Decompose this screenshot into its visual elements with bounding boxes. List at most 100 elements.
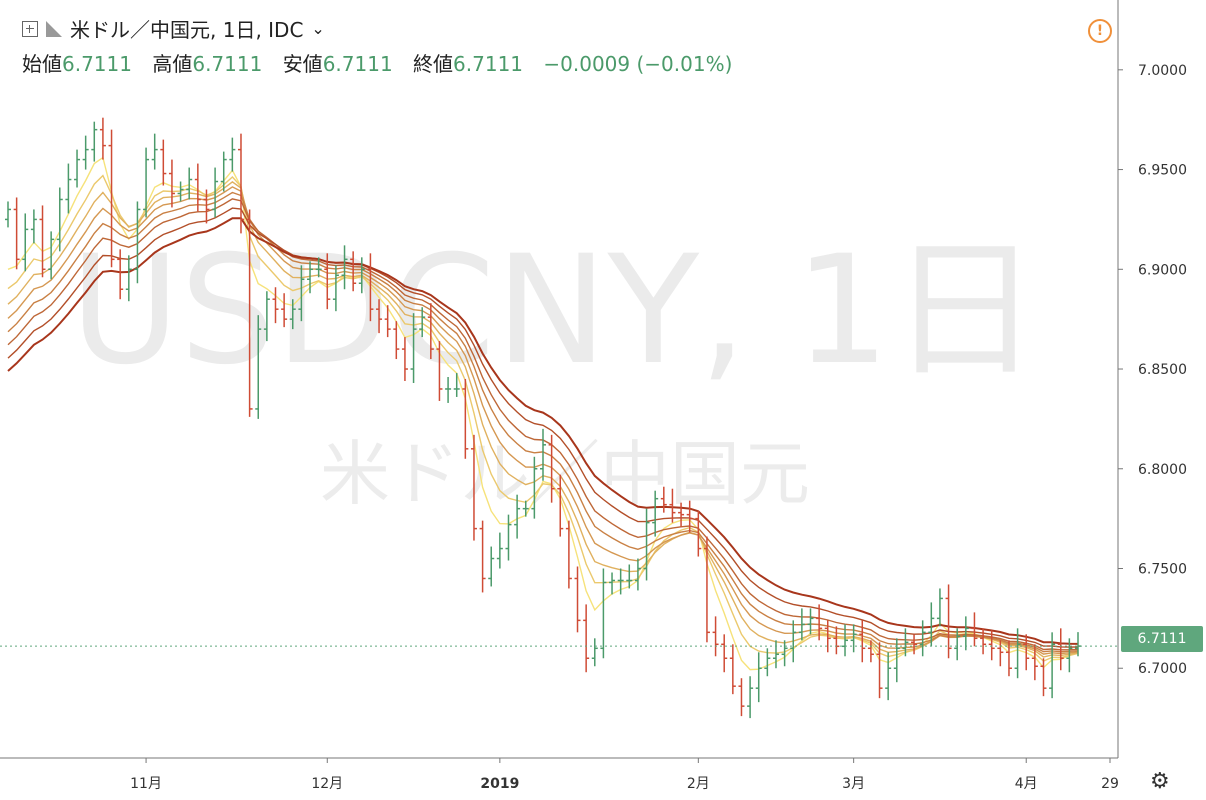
x-tick-label: 2019 — [480, 776, 519, 792]
ohlc-bar — [22, 213, 29, 272]
ohlc-bar — [134, 201, 141, 284]
open-label: 始値 — [22, 52, 62, 76]
gear-icon[interactable]: ⚙ — [1150, 769, 1170, 794]
ohlc-bar — [212, 167, 219, 218]
ohlc-bar — [669, 488, 676, 523]
ohlc-bar — [358, 257, 365, 294]
ohlc-bar — [747, 676, 754, 719]
plus-box-icon[interactable] — [22, 20, 38, 37]
ohlc-bar — [479, 520, 486, 593]
ohlc-bar — [393, 321, 400, 360]
y-tick-label: 6.8000 — [1138, 462, 1187, 478]
chevron-down-icon[interactable]: ⌄ — [311, 19, 325, 38]
ohlc-bar — [445, 377, 452, 403]
low-label: 安値 — [282, 52, 323, 76]
ohlc-bar — [540, 428, 546, 481]
symbol-title[interactable]: 米ドル／中国元, 1日, IDC — [70, 18, 304, 42]
ohlc-bar — [1014, 628, 1021, 679]
ohlc-bar — [401, 337, 408, 381]
ohlc-bar — [738, 678, 745, 717]
x-tick-label: 2月 — [687, 776, 710, 792]
ohlc-bar — [255, 315, 262, 419]
ohlc-bar — [772, 640, 779, 669]
ema-line — [7, 156, 1079, 671]
ohlc-bar — [272, 287, 279, 324]
ohlc-bar — [626, 564, 633, 589]
ohlc-bar — [583, 604, 590, 673]
ohlc-bar — [427, 303, 434, 360]
ohlc-bar — [436, 341, 443, 401]
ohlc-bar — [229, 137, 236, 172]
ohlc-bar — [419, 307, 426, 338]
y-tick-label: 7.0000 — [1138, 63, 1187, 79]
watermark-sub: 米ドル／中国元 — [320, 433, 810, 515]
ohlc-bar — [91, 121, 98, 162]
ohlc-bar — [660, 486, 667, 513]
ohlc-bar — [729, 644, 736, 695]
ohlc-bar — [48, 231, 55, 280]
open-value: 6.7111 — [62, 52, 132, 76]
ohlc-bar — [807, 608, 814, 635]
ohlc-bar — [824, 620, 831, 653]
ohlc-bar — [263, 291, 270, 342]
ohlc-bar — [902, 628, 909, 657]
x-tick-label: 3月 — [842, 776, 865, 792]
y-tick-label: 6.7000 — [1138, 661, 1187, 677]
ohlc-bar — [703, 536, 710, 643]
ohlc-bar — [643, 508, 650, 581]
ohlc-bar — [168, 159, 175, 208]
ohlc-bar — [876, 642, 883, 699]
ohlc-bar — [117, 249, 124, 300]
ohlc-bar — [686, 500, 693, 533]
ohlc-bar — [125, 255, 132, 302]
last-price-tag: 6.7111 — [1121, 626, 1203, 652]
exclamation-circle-icon[interactable]: ! — [1088, 19, 1112, 43]
ohlc-bar — [919, 620, 926, 657]
ohlc-bar — [764, 648, 771, 677]
ohlc-bar — [462, 379, 469, 459]
ohlc-bar — [928, 602, 935, 647]
y-tick-label: 6.7500 — [1138, 562, 1187, 578]
x-tick-label: 11月 — [130, 776, 162, 792]
ohlc-bar — [143, 147, 150, 218]
ohlc-bar — [867, 640, 874, 663]
ohlc-bar — [39, 205, 46, 278]
chart-header: 米ドル／中国元, 1日, IDC ⌄ — [22, 14, 325, 43]
symbol-triangle-icon — [46, 20, 62, 37]
axes: 7.0000 6.9500 6.9000 6.8500 6.8000 6.7500 6.70… — [0, 0, 1187, 792]
ohlc-bar — [367, 253, 374, 322]
ema-line — [7, 217, 1079, 645]
ohlc-bar — [237, 133, 244, 234]
y-tick-label: 6.9000 — [1138, 262, 1187, 278]
ohlc-bar — [1066, 638, 1073, 673]
ohlc-bar — [557, 474, 564, 537]
ohlc-legend: 始値6.7111 高値6.7111 安値6.7111 終値6.7111 −0.0… — [22, 48, 732, 77]
watermark-main: USDCNY, 1日 — [70, 224, 1040, 398]
ohlc-bar — [850, 624, 857, 653]
ohlc-bar — [108, 129, 115, 268]
ohlc-bar — [177, 181, 184, 202]
ohlc-bar — [1005, 640, 1012, 677]
ohlc-bar — [315, 257, 322, 278]
ohlc-bar — [453, 373, 460, 397]
ohlc-bar — [496, 532, 503, 569]
ohlc-bar — [574, 566, 581, 633]
ohlc-bar — [678, 502, 685, 527]
ohlc-bar — [980, 628, 987, 655]
ohlc-bar — [617, 568, 624, 595]
y-tick-label: 6.9500 — [1138, 163, 1187, 179]
change-value: −0.0009 (−0.01%) — [543, 52, 733, 76]
ohlc-bar — [971, 612, 978, 647]
ohlc-bar — [194, 163, 201, 212]
ohlc-bar — [160, 139, 167, 186]
ohlc-bar — [911, 634, 918, 655]
ohlc-bar — [790, 620, 797, 663]
x-tick-label: 29 — [1101, 776, 1119, 792]
ohlc-bar — [298, 265, 305, 322]
ohlc-bar — [954, 628, 961, 661]
ohlc-bar — [816, 604, 823, 641]
ohlc-bar — [186, 167, 193, 200]
ohlc-bar — [565, 520, 572, 589]
ohlc-bar — [5, 201, 11, 228]
